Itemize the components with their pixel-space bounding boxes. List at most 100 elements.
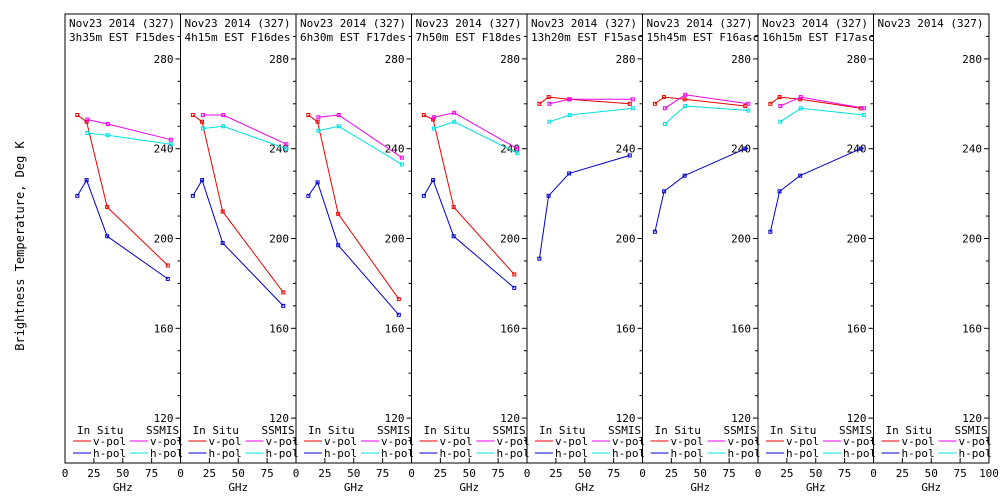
panel-title-line1: Nov23 2014 (327)	[185, 17, 291, 30]
data-point-ssmis_h	[85, 130, 90, 135]
legend-ssmis-heading: SSMIS	[493, 424, 526, 437]
data-point-ssmis_h	[168, 142, 173, 147]
y-tick-label: 200	[731, 233, 751, 246]
data-point-ssmis_v	[200, 113, 205, 118]
x-tick-label: 100	[979, 467, 999, 480]
data-point-ssmis_v	[778, 104, 783, 109]
x-axis-label: GHz	[806, 481, 826, 494]
series-line-insitu_h	[307, 181, 400, 316]
panel-7: Nov23 2014 (327)16h15m EST F17asc 120 160 2…	[755, 13, 876, 494]
y-tick-label: 160	[962, 322, 982, 335]
data-point-insitu_v	[281, 290, 286, 295]
x-tick-label: 75	[607, 467, 620, 480]
data-point-insitu_h	[190, 193, 195, 198]
panel-titles: Nov23 2014 (327)	[878, 17, 984, 30]
y-tick-label: 200	[616, 233, 636, 246]
data-point-ssmis_v	[105, 122, 110, 127]
legend-insitu-h-label: h-pol	[93, 447, 126, 460]
data-point-insitu_v	[627, 101, 632, 106]
x-tick-label: 25	[203, 467, 216, 480]
x-tick-label: 0	[62, 467, 69, 480]
panel-titles: Nov23 2014 (327)3h35m EST F15des	[69, 17, 175, 44]
legend-insitu-heading: In Situ	[886, 424, 932, 437]
data-point-ssmis_h	[547, 119, 552, 124]
series-line-ssmis_h	[780, 107, 864, 123]
y-tick-label: 280	[385, 53, 405, 66]
panels-group: Nov23 2014 (327)3h35m EST F15des12016020…	[62, 13, 999, 494]
x-axis-label: GHz	[228, 481, 248, 494]
data-point-ssmis_v	[861, 106, 866, 111]
x-tick-label: 75	[723, 467, 736, 480]
data-point-ssmis_v	[431, 115, 436, 120]
data-point-insitu_h	[165, 276, 170, 281]
panel-titles: Nov23 2014 (327)6h30m EST F17des	[300, 17, 406, 44]
y-tick-label: 280	[962, 53, 982, 66]
data-point-insitu_v	[768, 101, 773, 106]
legend-ssmis-heading: SSMIS	[377, 424, 410, 437]
legend-ssmis-h-label: h-pol	[266, 447, 299, 460]
x-tick-label: 75	[376, 467, 389, 480]
data-point-ssmis_h	[515, 151, 520, 156]
x-tick-label: 0	[639, 467, 646, 480]
panel-8: Nov23 2014 (327) 120 160 200 240 280 0 25 50 75 10…	[870, 13, 999, 494]
data-point-insitu_h	[537, 256, 542, 261]
series-line-insitu_v	[77, 114, 169, 266]
data-point-insitu_h	[220, 240, 225, 245]
data-point-insitu_v	[451, 205, 456, 210]
data-point-ssmis_h	[861, 113, 866, 118]
legend-ssmis-h-label: h-pol	[843, 447, 876, 460]
data-point-insitu_v	[315, 119, 320, 124]
y-tick-label: 200	[962, 233, 982, 246]
data-point-insitu_h	[798, 173, 803, 178]
data-point-ssmis_h	[431, 126, 436, 131]
y-tick-label: 280	[500, 53, 520, 66]
data-point-insitu_v	[165, 263, 170, 268]
x-axis-label: GHz	[459, 481, 479, 494]
series-line-insitu_v	[308, 114, 400, 300]
data-point-insitu_v	[512, 272, 517, 277]
y-tick-label: 280	[154, 53, 174, 66]
data-point-insitu_h	[777, 189, 782, 194]
y-tick-label: 120	[731, 412, 751, 425]
data-point-insitu_v	[396, 297, 401, 302]
legend-insitu-heading: In Situ	[77, 424, 123, 437]
y-tick-label: 120	[385, 412, 405, 425]
y-tick-label: 120	[962, 412, 982, 425]
data-point-insitu_v	[662, 95, 667, 100]
data-point-ssmis_v	[746, 101, 751, 106]
data-point-insitu_v	[743, 104, 748, 109]
panel-title-line1: Nov23 2014 (327)	[69, 17, 175, 30]
legend-ssmis-v-label: v-pol	[497, 435, 530, 448]
y-tick-label: 120	[847, 412, 867, 425]
data-point-insitu_v	[75, 113, 80, 118]
series-line-insitu_h	[538, 154, 630, 259]
x-tick-label: 25	[549, 467, 562, 480]
data-point-insitu_h	[512, 285, 517, 290]
data-point-ssmis_v	[683, 92, 688, 97]
legend-ssmis-h-label: h-pol	[381, 447, 414, 460]
legend-insitu-heading: In Situ	[539, 424, 585, 437]
data-point-ssmis_v	[798, 95, 803, 100]
legend-insitu-v-label: v-pol	[440, 435, 473, 448]
series-line-ssmis_h	[549, 107, 633, 123]
data-point-insitu_v	[200, 119, 205, 124]
data-point-ssmis_h	[746, 108, 751, 113]
series-line-ssmis_v	[318, 114, 403, 159]
x-tick-label: 25	[87, 467, 100, 480]
data-point-ssmis_v	[399, 155, 404, 160]
panel-titles: Nov23 2014 (327)13h20m EST F15asc	[531, 17, 643, 44]
data-point-insitu_v	[682, 97, 687, 102]
x-tick-label: 25	[780, 467, 793, 480]
series-line-ssmis_h	[87, 132, 171, 145]
data-point-insitu_v	[537, 101, 542, 106]
series-line-ssmis_h	[433, 121, 518, 154]
data-point-ssmis_v	[168, 137, 173, 142]
y-tick-label: 160	[385, 322, 405, 335]
legend-insitu-v-label: v-pol	[93, 435, 126, 448]
legend-ssmis-v-label: v-pol	[843, 435, 876, 448]
series-line-insitu_v	[654, 96, 746, 107]
data-point-insitu_h	[84, 178, 89, 183]
legend-ssmis-v-label: v-pol	[959, 435, 992, 448]
panel-title-line2: 3h35m EST F15des	[69, 31, 175, 44]
data-point-insitu_h	[200, 178, 205, 183]
